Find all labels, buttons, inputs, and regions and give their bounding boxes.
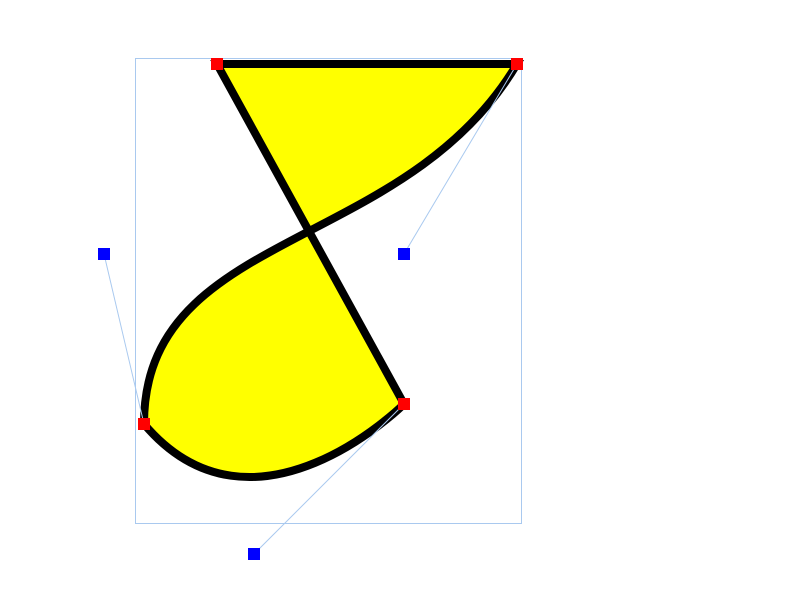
handle-line-bottom — [253, 403, 405, 555]
control-point-3[interactable] — [248, 548, 260, 560]
anchor-point-right[interactable] — [398, 398, 410, 410]
selection-bounding-box — [135, 58, 522, 524]
anchor-point-left[interactable] — [138, 418, 150, 430]
anchor-point-top-right[interactable] — [511, 58, 523, 70]
anchor-point-top-left[interactable] — [211, 58, 223, 70]
bezier-shape[interactable] — [139, 60, 525, 482]
handle-line-left — [103, 253, 145, 425]
handle-line-top-right — [403, 63, 518, 255]
control-point-2[interactable] — [98, 248, 110, 260]
control-point-1[interactable] — [398, 248, 410, 260]
